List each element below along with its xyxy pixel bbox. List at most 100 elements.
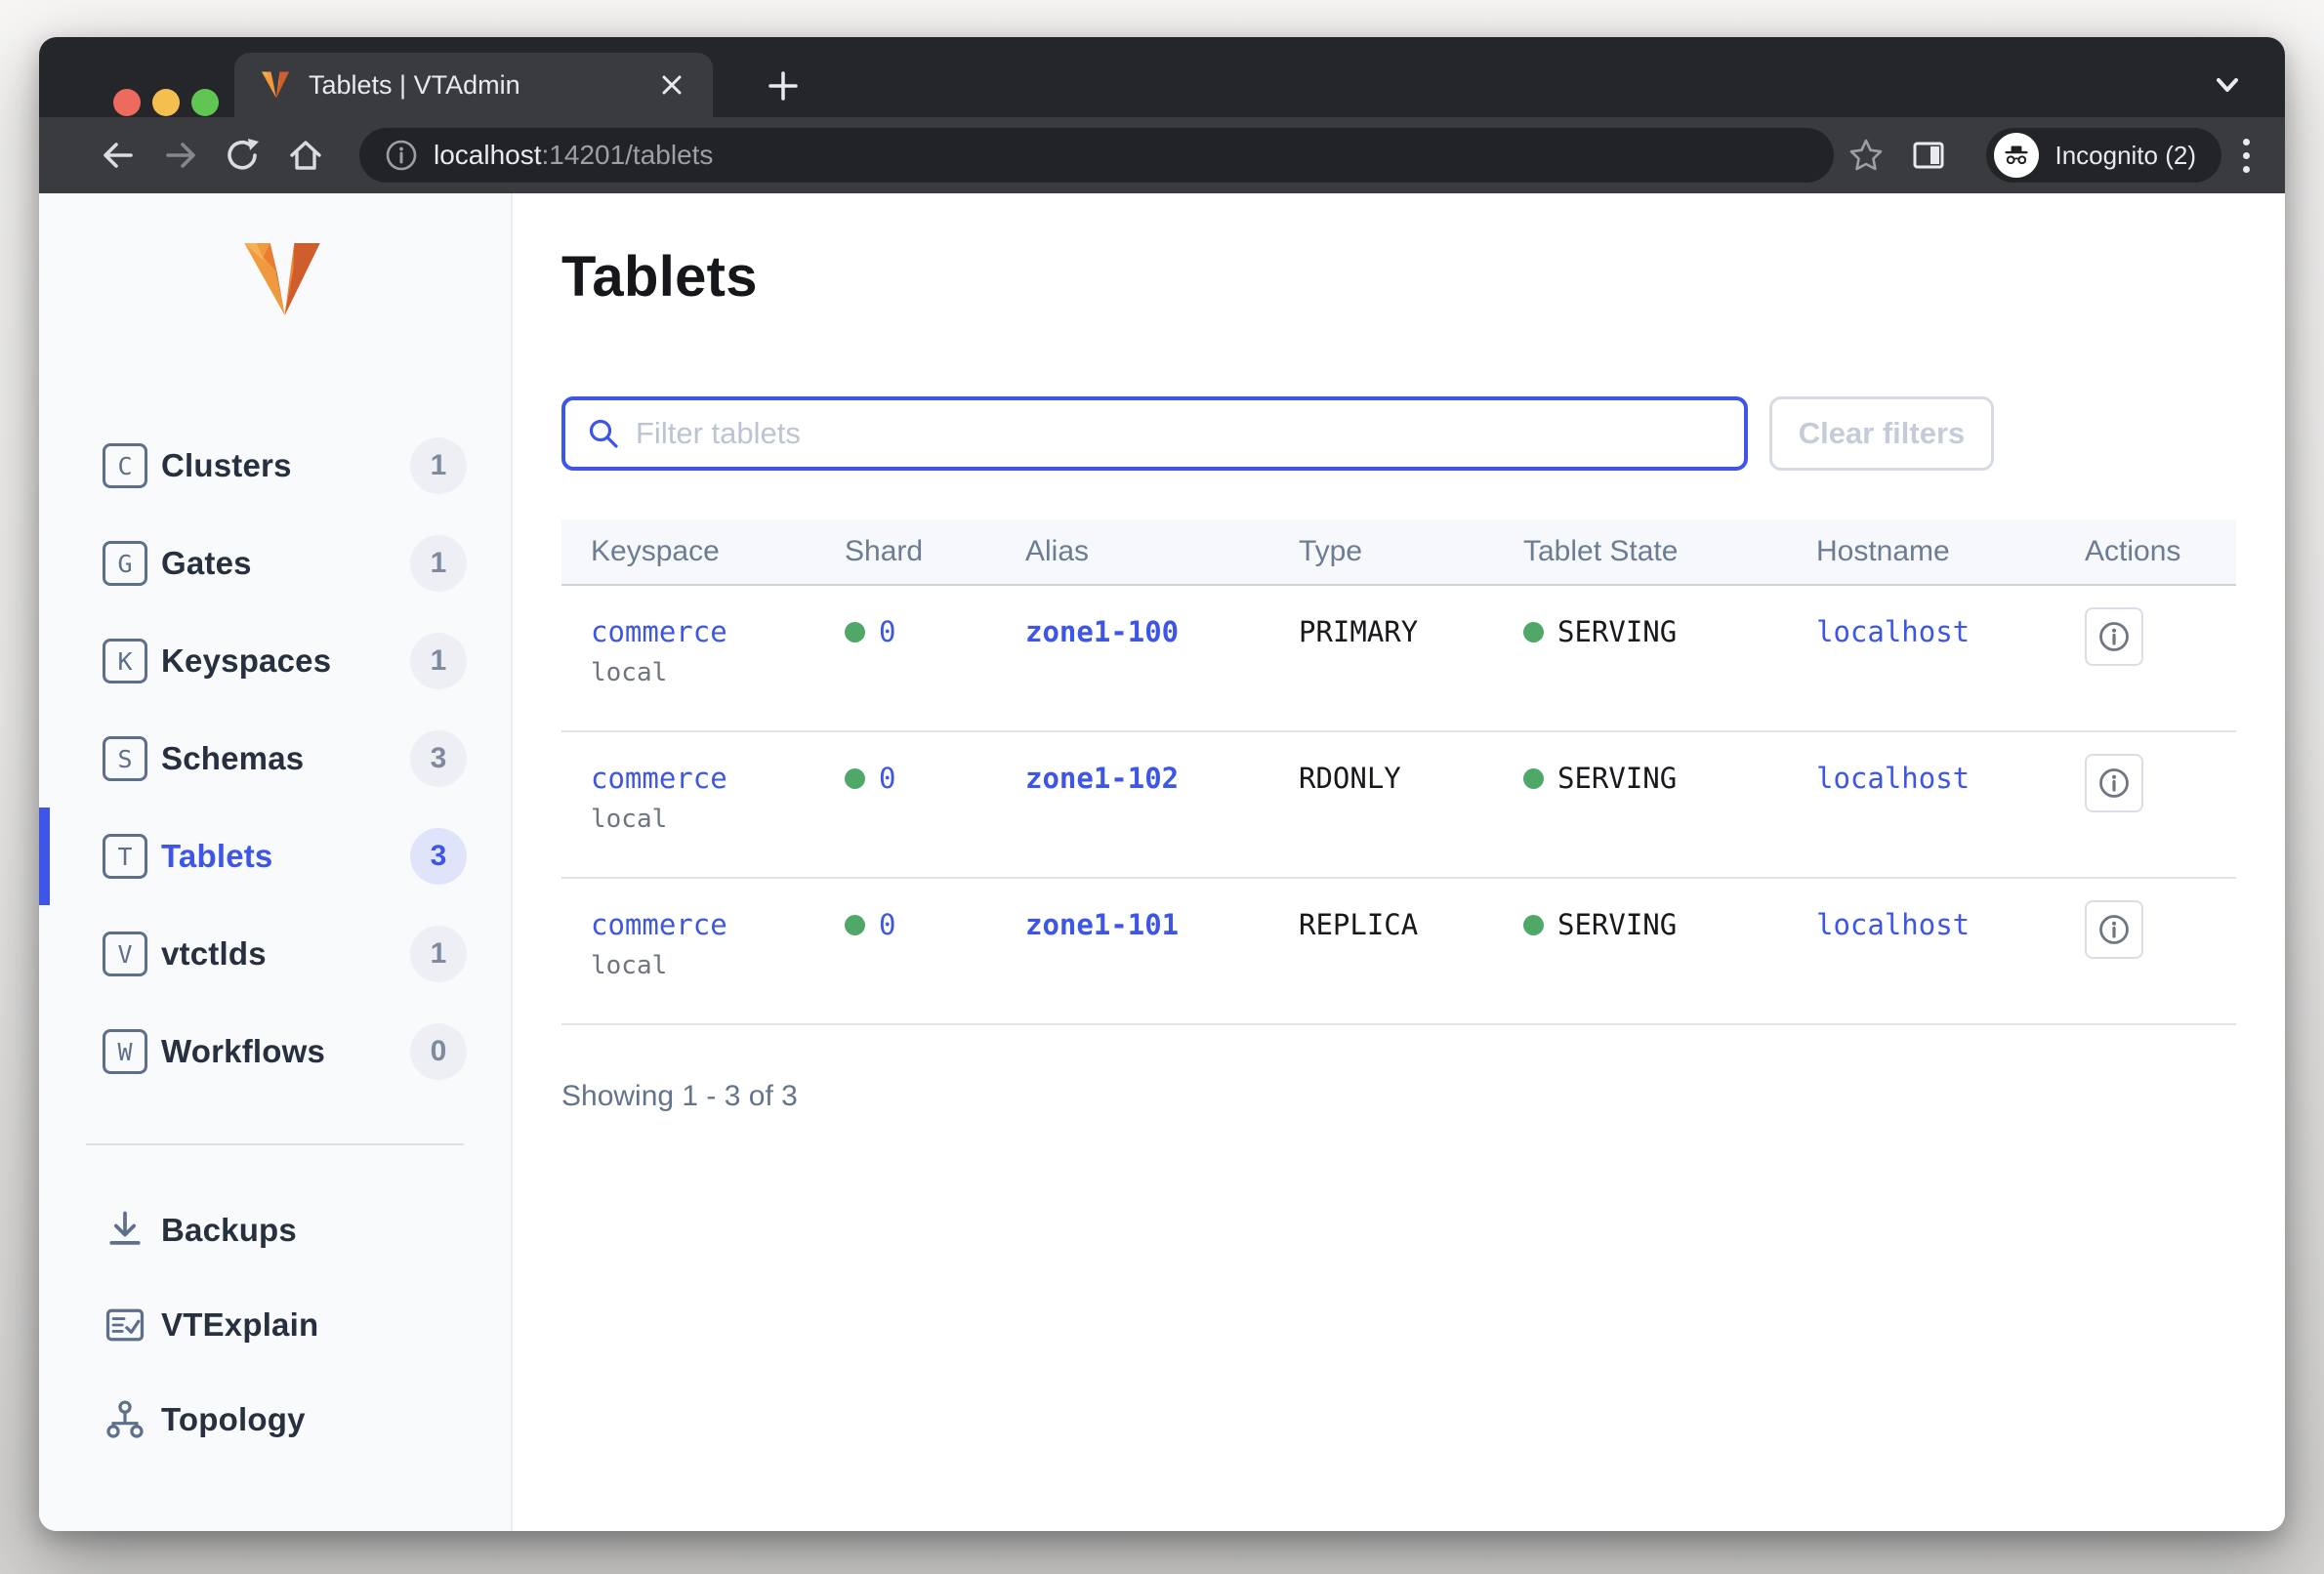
sidebar-item-topology[interactable]: Topology (39, 1372, 511, 1467)
count-badge: 1 (410, 633, 467, 689)
vitess-logo[interactable] (239, 234, 325, 324)
browser-menu-icon[interactable] (2235, 131, 2258, 181)
shard-link[interactable]: 0 (879, 908, 896, 941)
home-icon[interactable] (283, 133, 328, 178)
table-row: commerce local 0 zone1-101 REPLICA SERVI… (561, 879, 2236, 1025)
incognito-label: Incognito (2) (2054, 140, 2196, 170)
shard-status-dot (845, 767, 865, 789)
shard-cell: 0 (815, 586, 996, 648)
zoom-window-button[interactable] (191, 89, 219, 116)
tablet-state-cell: SERVING (1494, 586, 1787, 648)
info-icon (2099, 915, 2129, 944)
alias-link[interactable]: zone1-100 (1025, 615, 1180, 648)
window-controls (113, 89, 219, 116)
bookmark-star-icon[interactable] (1844, 133, 1888, 178)
tablets-table: Keyspace Shard Alias Type Tablet State Hostna… (561, 519, 2236, 1025)
minimize-window-button[interactable] (152, 89, 180, 116)
keyspace-link[interactable]: commerce (591, 908, 727, 941)
vitess-favicon-icon (261, 71, 290, 99)
sidebar-item-schemas[interactable]: S Schemas 3 (39, 710, 511, 808)
sidebar-item-vtexplain[interactable]: VTExplain (39, 1277, 511, 1372)
type-cell: RDONLY (1299, 762, 1401, 795)
forward-icon[interactable] (158, 133, 203, 178)
side-panel-icon[interactable] (1906, 133, 1951, 178)
alias-cell: zone1-100 (996, 586, 1269, 648)
sidebar-item-keyspaces[interactable]: K Keyspaces 1 (39, 612, 511, 710)
keyspace-cell: commerce local (561, 732, 815, 834)
cluster-label: local (591, 805, 668, 834)
table-row: commerce local 0 zone1-102 RDONLY SERVIN… (561, 732, 2236, 879)
pagination-summary: Showing 1 - 3 of 3 (561, 1080, 798, 1112)
document-check-icon (105, 1308, 145, 1341)
incognito-badge[interactable]: Incognito (2) (1986, 128, 2221, 183)
column-header: Alias (1025, 535, 1090, 567)
sidebar-item-vtctlds[interactable]: V vtctlds 1 (39, 905, 511, 1003)
shard-link[interactable]: 0 (879, 762, 896, 795)
count-badge: 1 (410, 926, 467, 982)
info-icon (2099, 768, 2129, 798)
cluster-label: local (591, 951, 668, 980)
incognito-icon (1994, 133, 2040, 178)
actions-cell (2055, 879, 2236, 959)
nav-letter-icon: V (103, 932, 147, 976)
serving-status-dot (1523, 621, 1544, 642)
tablet-state-cell: SERVING (1494, 879, 1787, 941)
filter-tablets-input[interactable] (636, 416, 1722, 451)
nav-letter-icon: S (103, 736, 147, 781)
browser-window: Tablets | VTAdmin (39, 37, 2285, 1531)
clear-filters-button[interactable]: Clear filters (1769, 396, 1994, 471)
address-bar[interactable]: localhost:14201/tablets (359, 128, 1835, 183)
count-badge: 1 (410, 437, 467, 494)
nav-letter-icon: C (103, 443, 147, 488)
tablet-info-button[interactable] (2085, 900, 2143, 959)
browser-tab[interactable]: Tablets | VTAdmin (234, 53, 713, 117)
type-cell: REPLICA (1299, 908, 1419, 941)
tablet-info-button[interactable] (2085, 607, 2143, 666)
reload-icon[interactable] (221, 133, 266, 178)
keyspace-cell: commerce local (561, 586, 815, 687)
site-info-icon[interactable] (385, 139, 418, 172)
count-badge: 0 (410, 1023, 467, 1080)
keyspace-link[interactable]: commerce (591, 615, 727, 648)
keyspace-cell: commerce local (561, 879, 815, 980)
tablet-info-button[interactable] (2085, 754, 2143, 812)
nav-letter-icon: K (103, 639, 147, 683)
active-indicator-bar (39, 808, 50, 905)
tab-close-icon[interactable] (654, 67, 689, 103)
shard-link[interactable]: 0 (879, 615, 896, 648)
back-icon[interactable] (96, 133, 141, 178)
shard-status-dot (845, 621, 865, 642)
info-icon (2099, 622, 2129, 651)
nav-letter-icon: W (103, 1029, 147, 1074)
type-cell: PRIMARY (1299, 615, 1419, 648)
sidebar-item-clusters[interactable]: C Clusters 1 (39, 417, 511, 515)
sidebar-item-workflows[interactable]: W Workflows 0 (39, 1003, 511, 1100)
hostname-link[interactable]: localhost (1816, 615, 1971, 648)
sidebar-tools: Backups VTExplain (39, 1182, 511, 1467)
sidebar-item-tablets[interactable]: T Tablets 3 (39, 808, 511, 905)
sidebar: C Clusters 1 G Gates 1 K Keyspaces 1 S S… (39, 193, 513, 1531)
column-header: Keyspace (591, 535, 720, 567)
close-window-button[interactable] (113, 89, 141, 116)
alias-cell: zone1-102 (996, 732, 1269, 795)
shard-cell: 0 (815, 879, 996, 941)
alias-link[interactable]: zone1-102 (1025, 762, 1180, 795)
hostname-link[interactable]: localhost (1816, 762, 1971, 795)
sidebar-item-backups[interactable]: Backups (39, 1182, 511, 1277)
keyspace-link[interactable]: commerce (591, 762, 727, 795)
nav-letter-icon: T (103, 834, 147, 879)
hostname-link[interactable]: localhost (1816, 908, 1971, 941)
page-title: Tablets (561, 245, 758, 309)
sidebar-item-gates[interactable]: G Gates 1 (39, 515, 511, 612)
count-badge: 1 (410, 535, 467, 592)
alias-link[interactable]: zone1-101 (1025, 908, 1180, 941)
sidebar-nav: C Clusters 1 G Gates 1 K Keyspaces 1 S S… (39, 417, 511, 1100)
new-tab-button[interactable] (758, 61, 809, 111)
table-header-row: Keyspace Shard Alias Type Tablet State Hostna… (561, 519, 2236, 586)
tab-title: Tablets | VTAdmin (309, 69, 520, 100)
search-icon (589, 419, 618, 448)
tab-search-chevron-icon[interactable] (2201, 59, 2254, 111)
filter-input-wrapper (561, 396, 1748, 471)
hostname-cell: localhost (1787, 879, 2055, 941)
column-header: Shard (845, 535, 924, 567)
